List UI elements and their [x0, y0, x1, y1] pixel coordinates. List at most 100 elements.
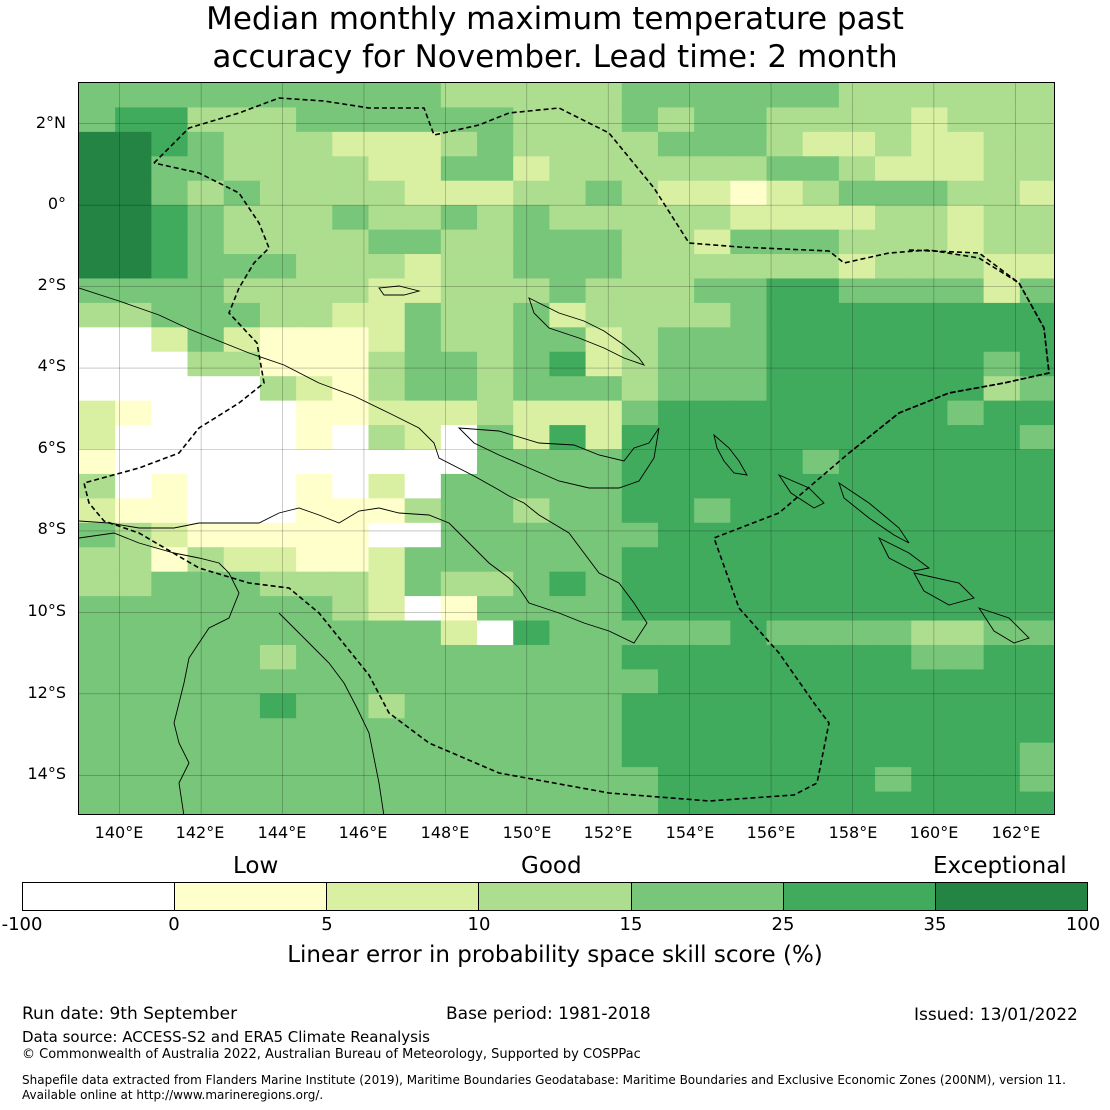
grid-cell — [477, 327, 514, 353]
grid-cell — [259, 767, 297, 793]
grid-cell — [223, 400, 261, 426]
grid-cell — [259, 425, 297, 451]
grid-cell — [802, 791, 840, 814]
grid-cell — [477, 400, 514, 426]
grid-cell — [694, 351, 731, 377]
grid-cell — [1019, 718, 1054, 744]
grid-cell — [657, 498, 695, 524]
grid-cell — [332, 693, 370, 719]
grid-cell — [694, 571, 731, 597]
grid-cell — [766, 400, 804, 426]
grid-cell — [1019, 327, 1054, 353]
grid-cell — [766, 229, 804, 255]
grid-cell — [585, 254, 623, 280]
grid-cell — [259, 742, 297, 768]
grid-cell — [223, 180, 261, 206]
grid-cell — [585, 547, 623, 573]
grid-cell — [875, 767, 912, 793]
grid-cell — [332, 83, 370, 109]
grid-cell — [151, 742, 189, 768]
grid-cell — [223, 229, 261, 255]
title-line-2: accuracy for November. Lead time: 2 mont… — [212, 39, 898, 75]
grid-cell — [802, 180, 840, 206]
grid-cell — [1019, 376, 1054, 402]
grid-cell — [513, 669, 551, 695]
grid-cell — [79, 229, 116, 255]
grid-cell — [694, 83, 731, 109]
grid-cell — [115, 473, 152, 499]
grid-cell — [151, 425, 189, 451]
grid-cell — [694, 791, 731, 814]
grid-cell — [585, 498, 623, 524]
grid-cell — [657, 596, 695, 622]
grid-cell — [983, 327, 1021, 353]
grid-cell — [440, 351, 478, 377]
lon-label-158e: 158°E — [828, 823, 878, 842]
grid-cell — [766, 376, 804, 402]
grid-cell — [151, 498, 189, 524]
grid-cell — [694, 254, 731, 280]
grid-cell — [838, 302, 876, 328]
grid-cell — [621, 791, 659, 814]
grid-cell — [115, 131, 152, 157]
grid-cell — [513, 400, 551, 426]
grid-cell — [223, 498, 261, 524]
grid-cell — [368, 400, 406, 426]
grid-cell — [115, 83, 152, 109]
grid-cell — [621, 498, 659, 524]
grid-cell — [766, 107, 804, 133]
grid-cell — [513, 522, 551, 548]
grid-cell — [585, 742, 623, 768]
grid-cell — [1019, 449, 1054, 475]
grid-cell — [187, 449, 225, 475]
grid-cell — [802, 571, 840, 597]
grid-cell — [549, 327, 587, 353]
grid-cell — [621, 278, 659, 304]
grid-cell — [621, 522, 659, 548]
grid-cell — [440, 254, 478, 280]
grid-cell — [875, 693, 912, 719]
grid-cell — [657, 254, 695, 280]
grid-cell — [657, 473, 695, 499]
grid-cell — [368, 522, 406, 548]
grid-cell — [223, 205, 261, 231]
grid-cell — [875, 620, 912, 646]
lat-label-6s: 6°S — [37, 438, 66, 457]
grid-cell — [838, 205, 876, 231]
grid-cell — [368, 669, 406, 695]
grid-cell — [947, 254, 985, 280]
grid-cell — [223, 376, 261, 402]
grid-cell — [1019, 498, 1054, 524]
grid-cell — [151, 669, 189, 695]
grid-cell — [838, 693, 876, 719]
grid-cell — [151, 400, 189, 426]
grid-cell — [730, 644, 768, 670]
lon-label-150e: 150°E — [502, 823, 552, 842]
grid-cell — [187, 83, 225, 109]
grid-cell — [440, 83, 478, 109]
grid-cell — [296, 400, 333, 426]
grid-cell — [223, 156, 261, 182]
grid-cell — [549, 620, 587, 646]
grid-cell — [875, 351, 912, 377]
grid-cell — [187, 498, 225, 524]
grid-cell — [115, 620, 152, 646]
grid-cell — [766, 180, 804, 206]
grid-cell — [983, 571, 1021, 597]
grid-cell — [694, 596, 731, 622]
grid-cell — [332, 107, 370, 133]
grid-cell — [875, 449, 912, 475]
grid-cell — [404, 278, 442, 304]
category-exceptional: Exceptional — [933, 853, 1067, 879]
grid-cell — [657, 205, 695, 231]
grid-cell — [766, 473, 804, 499]
grid-cell — [947, 571, 985, 597]
colorbar-segment-1 — [23, 883, 176, 910]
grid-cell — [549, 449, 587, 475]
grid-cell — [187, 693, 225, 719]
grid-cell — [621, 131, 659, 157]
grid-cell — [440, 107, 478, 133]
grid-cell — [694, 498, 731, 524]
grid-cell — [802, 400, 840, 426]
grid-cell — [802, 302, 840, 328]
